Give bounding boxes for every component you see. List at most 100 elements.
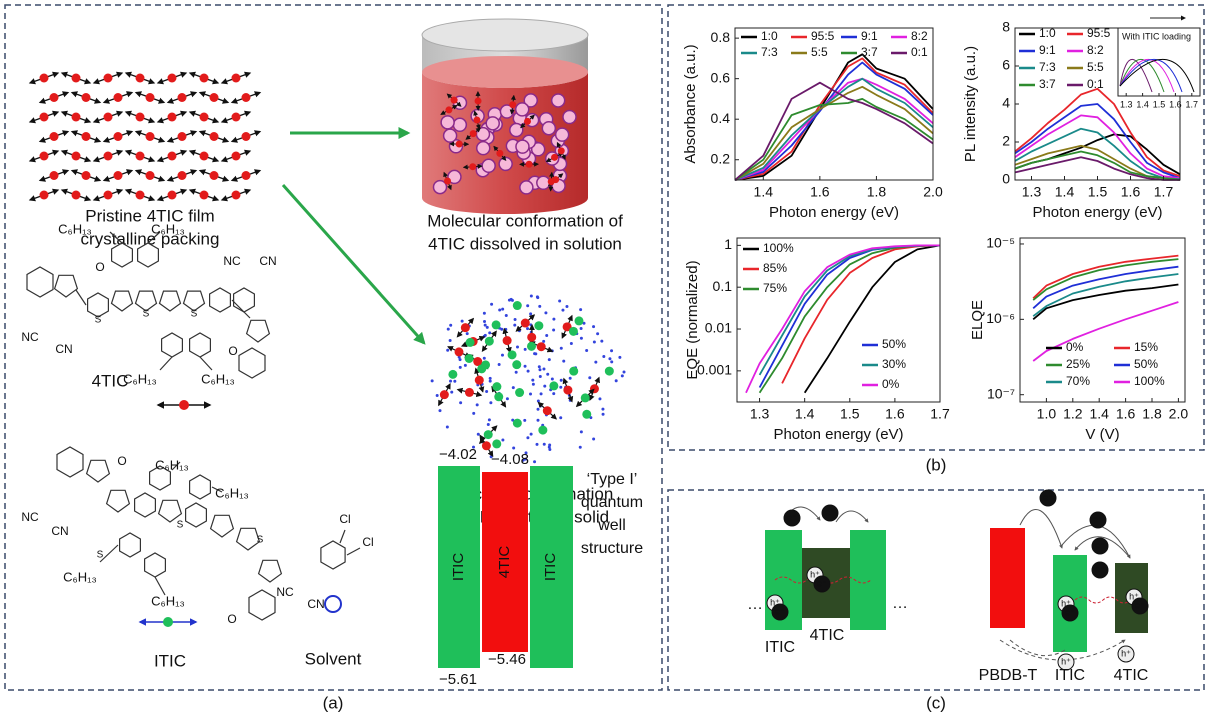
legend-label: 50% <box>1134 357 1158 371</box>
itic-tail <box>459 366 462 369</box>
charge-label: e⁻ <box>1095 564 1105 574</box>
itic-tail <box>560 379 563 382</box>
charge-label: e⁻ <box>787 512 797 522</box>
itic-tail <box>552 328 555 331</box>
itic-tail <box>447 328 450 331</box>
x-tick-label: 1.5 <box>1088 184 1108 200</box>
itic-tail <box>537 399 540 402</box>
atom-label: S <box>143 309 150 320</box>
itic-tail <box>592 325 595 328</box>
itic-tail <box>621 374 624 377</box>
atom-label: C₆H₁₃ <box>151 221 185 236</box>
charge-label: e⁻ <box>1043 492 1053 502</box>
molecule-dot <box>242 171 251 180</box>
itic-tail <box>489 377 492 380</box>
itic-tail <box>501 354 504 357</box>
solvent-molecule <box>477 142 490 155</box>
band-name: 4TIC <box>1114 667 1149 684</box>
solvent-molecule <box>444 129 457 142</box>
ring <box>145 553 166 577</box>
molecule-dot <box>551 154 558 161</box>
solvent-icon <box>325 596 341 612</box>
energy-level: −4.08 <box>491 451 529 468</box>
ellipsis: … <box>892 595 908 612</box>
x-tick-label: 1.3 <box>750 406 770 422</box>
itic-dot <box>492 439 501 448</box>
molecule-dot <box>200 74 209 83</box>
ring <box>234 288 255 312</box>
atom-label: CN <box>55 342 72 356</box>
atom-label: O <box>228 344 237 358</box>
itic-tail <box>523 419 526 422</box>
itic-tail <box>562 360 565 363</box>
itic-tail <box>565 305 568 308</box>
atom-label: S <box>95 315 102 326</box>
energy-level: −4.02 <box>439 446 477 463</box>
itic-tail <box>446 426 449 429</box>
x-tick-label: 1.6 <box>1121 184 1141 200</box>
ring <box>249 590 275 620</box>
legend-label: 95:5 <box>1087 26 1111 40</box>
molecule-dot <box>82 171 91 180</box>
tic-dot <box>482 441 491 450</box>
itic-tail <box>490 303 493 306</box>
atom-label: CN <box>259 254 276 268</box>
molecule-dot <box>136 74 145 83</box>
energy-level: −5.61 <box>439 671 477 688</box>
atom-label: C₆H₁₃ <box>201 371 235 386</box>
solvent-molecule <box>486 117 499 130</box>
y-axis-label: EQE (normalized) <box>684 260 701 379</box>
itic-tail <box>477 433 480 436</box>
itic-tail <box>512 447 515 450</box>
itic-tail <box>602 413 605 416</box>
itic-tail <box>498 309 501 312</box>
band-name: 4TIC <box>810 627 845 644</box>
itic-tail <box>466 332 469 335</box>
molecule-dot <box>445 106 452 113</box>
molecule-dot <box>475 97 482 104</box>
solvent-molecule <box>453 118 466 131</box>
molecule-dot <box>72 191 81 200</box>
x-tick-label: 1.6 <box>810 184 830 200</box>
y-tick-label: 0.1 <box>713 278 733 294</box>
caption: crystalline packing <box>81 229 220 248</box>
molecule-dot <box>40 152 49 161</box>
x-tick-label: 1.4 <box>754 184 774 200</box>
legend-label: 0% <box>1066 340 1084 354</box>
x-axis-label: Photon energy (eV) <box>773 426 903 443</box>
itic-tail <box>516 346 519 349</box>
itic-tail <box>485 390 488 393</box>
y-axis-label: ELQE <box>969 300 986 340</box>
itic-tail <box>558 300 561 303</box>
itic-tail <box>505 314 508 317</box>
legend-label: 8:2 <box>1087 43 1104 57</box>
molecule-dot <box>104 113 113 122</box>
atom-label: CN <box>51 524 68 538</box>
solvent-molecule <box>520 181 533 194</box>
ring <box>190 333 211 357</box>
itic-tail <box>593 341 596 344</box>
itic-tail <box>610 349 613 352</box>
itic-tail <box>579 308 582 311</box>
band-name: PBDB-T <box>979 667 1038 684</box>
itic-dot <box>465 354 474 363</box>
itic-tail <box>483 320 486 323</box>
molecule-dot <box>104 191 113 200</box>
itic-tail <box>544 311 547 314</box>
y-tick-label: 10⁻⁷ <box>987 385 1015 401</box>
molecule-dot <box>168 74 177 83</box>
molecule-dot <box>136 191 145 200</box>
molecule-dot <box>104 152 113 161</box>
legend-label: 3:7 <box>861 45 878 59</box>
molecule-name: ITIC <box>154 651 186 670</box>
itic-tail <box>483 357 486 360</box>
itic-tail <box>592 437 595 440</box>
solvent-molecule <box>516 140 529 153</box>
itic-dot <box>466 338 475 347</box>
itic-tail <box>489 401 492 404</box>
caption: 4TIC dissolved in solution <box>428 234 622 253</box>
band-label: ITIC <box>542 553 559 581</box>
itic-dot <box>485 337 494 346</box>
molecule-dot <box>114 171 123 180</box>
solvent-molecule <box>516 103 529 116</box>
